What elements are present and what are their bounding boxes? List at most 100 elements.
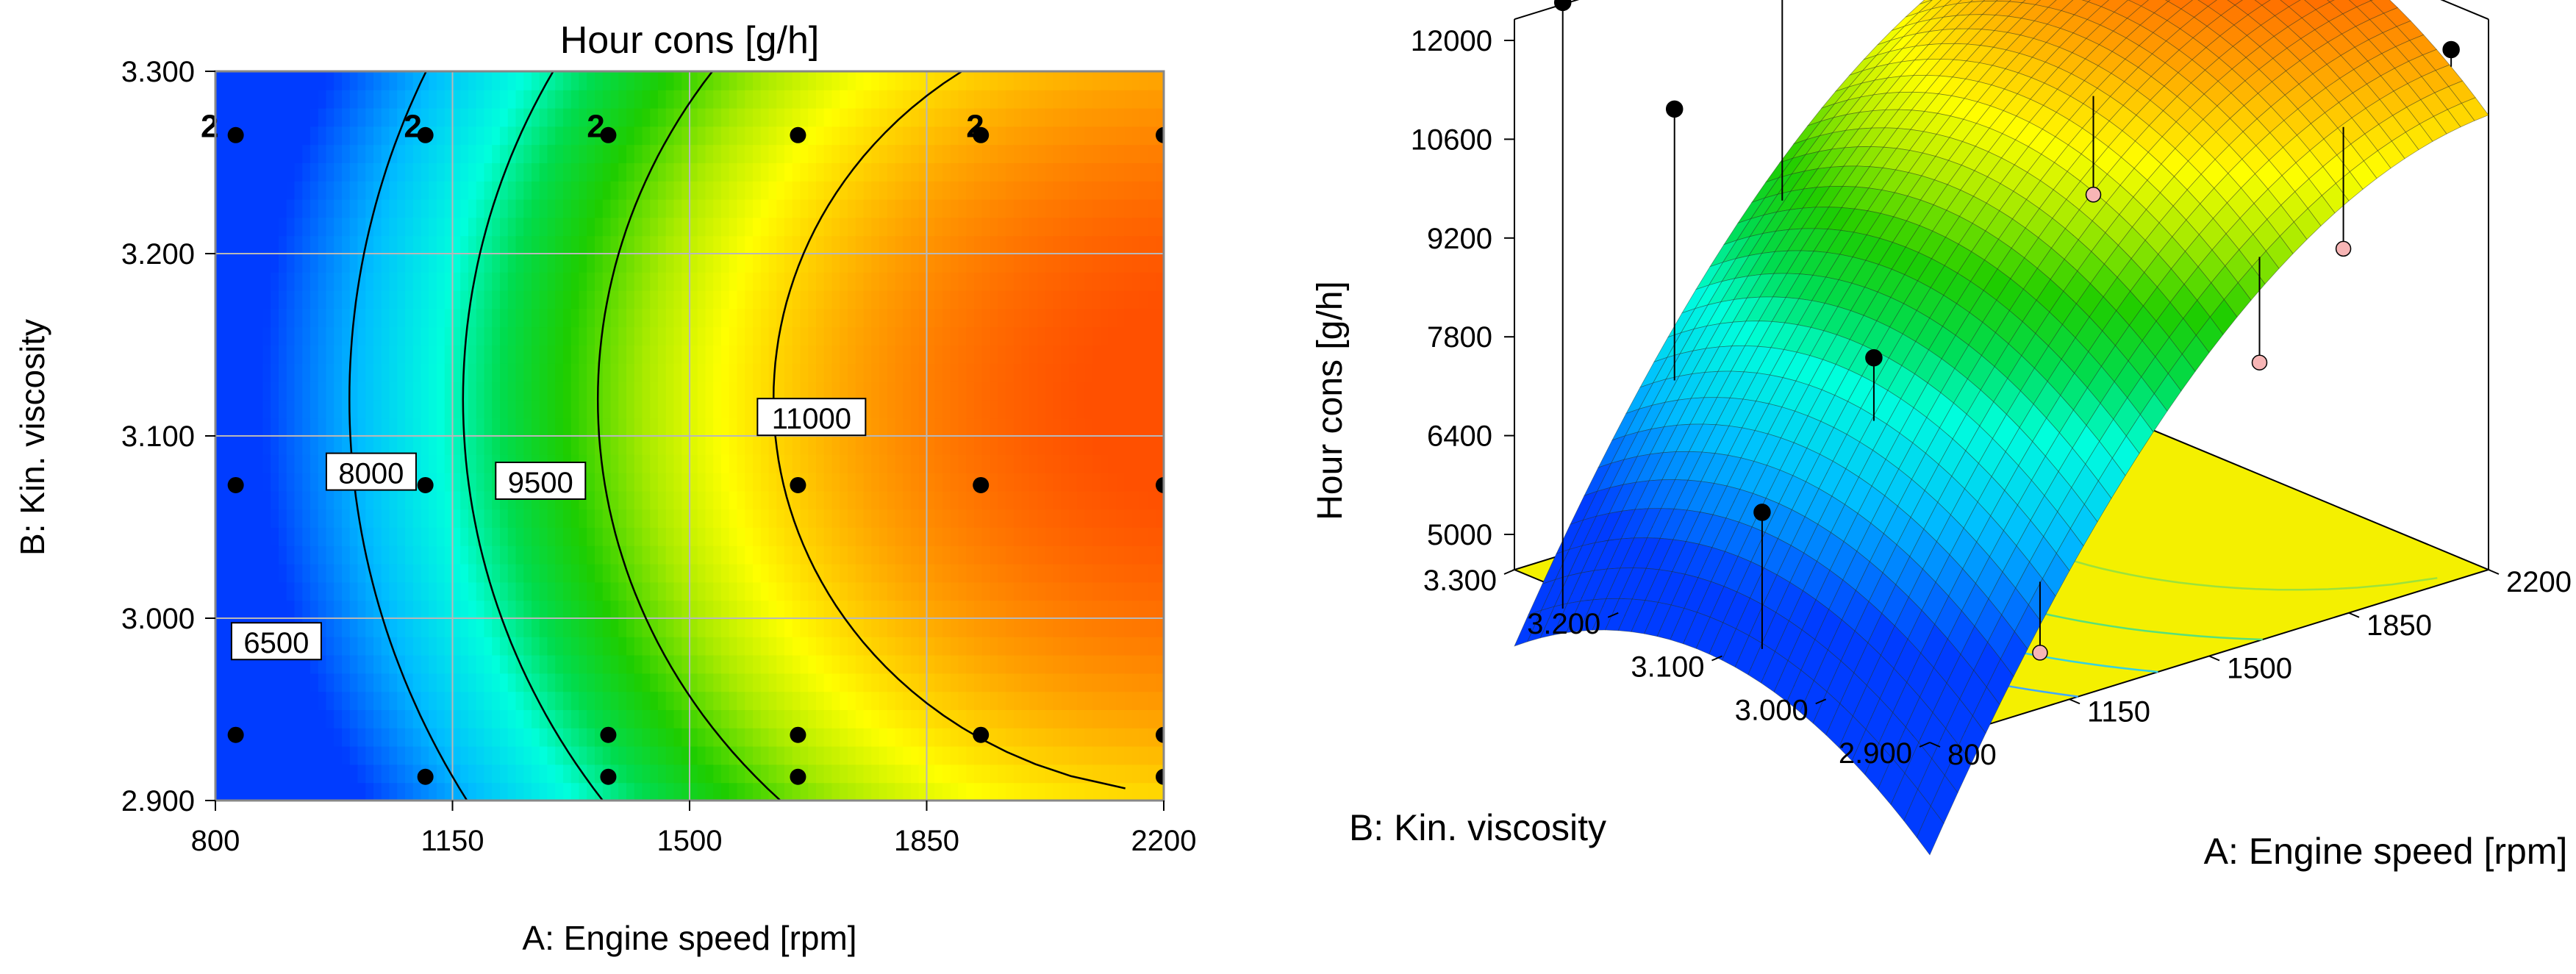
heat-cell — [555, 745, 564, 765]
heat-cell — [262, 563, 272, 583]
heat-cell — [302, 254, 311, 273]
heat-cell — [318, 290, 327, 309]
heat-cell — [223, 235, 232, 254]
heat-cell — [934, 235, 943, 254]
heat-cell — [768, 545, 778, 565]
heat-cell — [634, 600, 643, 619]
heat-cell — [903, 326, 912, 345]
heat-cell — [1045, 490, 1054, 510]
heat-cell — [745, 198, 754, 218]
heat-cell — [831, 217, 841, 237]
heat-cell — [681, 345, 690, 364]
heat-cell — [634, 418, 643, 437]
heat-cell — [760, 472, 770, 492]
heat-cell — [950, 654, 959, 674]
heat-cell — [816, 563, 825, 583]
heat-cell — [690, 581, 698, 601]
heat-cell — [412, 162, 422, 182]
heat-cell — [823, 126, 833, 146]
heat-cell — [579, 636, 588, 656]
heat-cell — [658, 107, 667, 127]
heat-cell — [294, 490, 304, 510]
heat-cell — [840, 198, 848, 218]
heat-cell — [760, 636, 770, 656]
heat-cell — [713, 235, 722, 254]
heat-cell — [673, 673, 683, 692]
heat-cell — [903, 490, 912, 510]
heat-cell — [1076, 235, 1086, 254]
heat-cell — [705, 600, 715, 619]
heat-cell — [1124, 254, 1133, 273]
heat-cell — [452, 399, 462, 419]
heat-cell — [634, 764, 643, 784]
heat-cell — [294, 436, 304, 455]
heat-cell — [239, 254, 248, 273]
heat-cell — [271, 217, 279, 237]
heat-cell — [974, 527, 983, 546]
heat-cell — [271, 782, 279, 801]
heat-cell — [507, 290, 517, 309]
heat-cell — [1108, 509, 1117, 528]
heat-cell — [271, 254, 279, 273]
heat-cell — [1116, 545, 1126, 565]
heat-cell — [412, 618, 422, 637]
heat-cell — [570, 180, 580, 200]
heat-cell — [215, 472, 224, 492]
heat-cell — [421, 254, 430, 273]
heat-cell — [926, 545, 936, 565]
heat-cell — [239, 271, 248, 291]
heat-cell — [429, 345, 437, 364]
heat-cell — [1101, 162, 1109, 182]
heat-cell — [1101, 254, 1109, 273]
heat-cell — [484, 271, 493, 291]
heat-cell — [254, 545, 264, 565]
heat-cell — [768, 162, 778, 182]
heat-cell — [357, 326, 367, 345]
heat-cell — [271, 198, 279, 218]
heat-cell — [342, 600, 351, 619]
heat-cell — [437, 636, 446, 656]
heat-cell — [405, 581, 414, 601]
heat-cell — [879, 600, 888, 619]
heat-cell — [437, 308, 446, 328]
heat-cell — [974, 618, 983, 637]
heat-cell — [555, 89, 564, 109]
heat-cell — [665, 472, 675, 492]
heat-cell — [879, 144, 888, 163]
heat-cell — [231, 745, 240, 765]
heat-cell — [587, 764, 595, 784]
heat-cell — [1061, 472, 1070, 492]
heat-cell — [444, 198, 454, 218]
heat-cell — [302, 764, 311, 784]
heat-cell — [776, 271, 785, 291]
heat-cell — [823, 581, 833, 601]
heat-cell — [840, 254, 848, 273]
heat-cell — [239, 545, 248, 565]
heat-cell — [555, 107, 564, 127]
heat-cell — [1084, 727, 1094, 747]
heat-cell — [539, 345, 548, 364]
heat-cell — [855, 618, 865, 637]
heat-cell — [690, 107, 698, 127]
heat-cell — [429, 600, 437, 619]
heat-cell — [223, 454, 232, 473]
heat-cell — [532, 345, 540, 364]
heat-cell — [412, 290, 422, 309]
heat-cell — [816, 527, 825, 546]
heat-cell — [1148, 636, 1157, 656]
heat-cell — [911, 636, 920, 656]
heat-cell — [729, 490, 738, 510]
heat-cell — [974, 107, 983, 127]
heat-cell — [895, 290, 904, 309]
heat-cell — [294, 89, 304, 109]
heat-cell — [231, 381, 240, 401]
heat-cell — [239, 71, 248, 90]
heat-cell — [1139, 727, 1149, 747]
heat-cell — [658, 563, 667, 583]
heat-cell — [302, 563, 311, 583]
heat-cell — [437, 290, 446, 309]
heat-cell — [745, 636, 754, 656]
heat-cell — [444, 600, 454, 619]
heat-cell — [1101, 271, 1109, 291]
heat-cell — [437, 581, 446, 601]
